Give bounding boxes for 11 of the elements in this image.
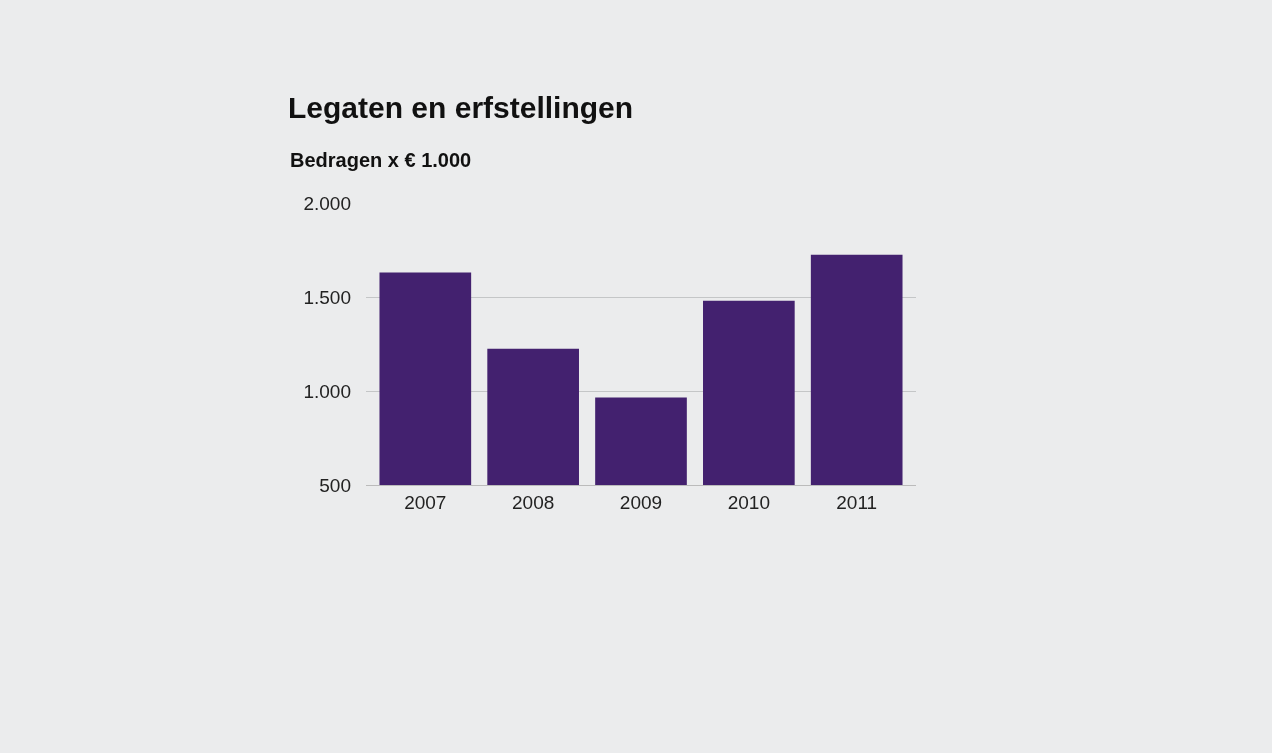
chart-subtitle: Bedragen x € 1.000	[290, 149, 472, 171]
y-tick-label: 500	[319, 474, 351, 496]
x-tick-label: 2008	[512, 491, 555, 513]
y-tick-label: 1.000	[303, 380, 351, 402]
x-tick-label: 2011	[836, 491, 878, 513]
x-tick-label: 2009	[619, 491, 663, 513]
y-tick-label: 1.500	[303, 286, 351, 308]
chart-title: Legaten en erfstellingen	[288, 90, 634, 124]
x-tick-label: 2010	[727, 491, 770, 513]
x-tick-label: 2007	[404, 491, 447, 513]
y-tick-label: 2.000	[303, 192, 351, 214]
